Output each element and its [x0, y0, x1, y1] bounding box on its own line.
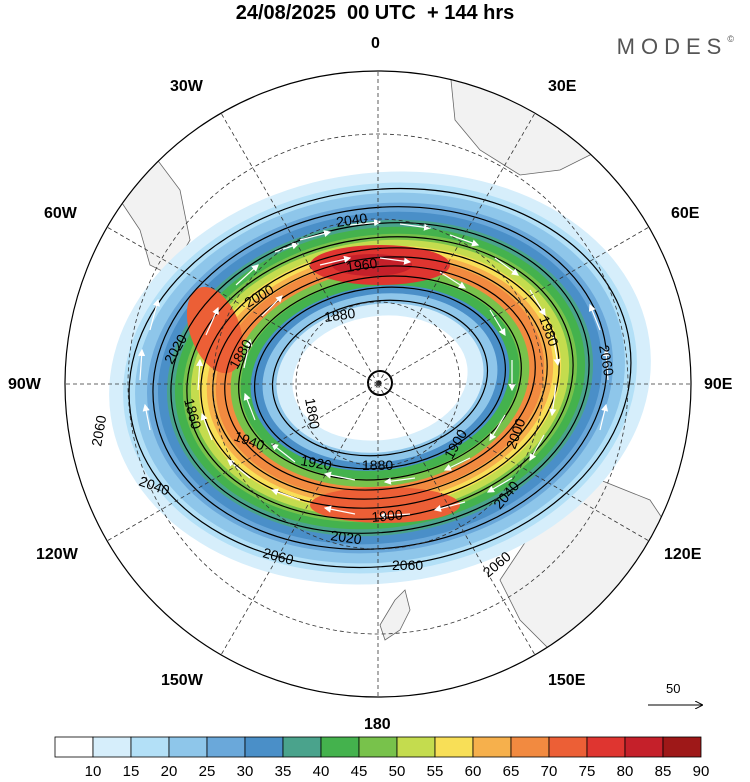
colorbar-swatch — [206, 736, 246, 758]
colorbar-swatch — [662, 736, 702, 758]
map-boundary — [64, 70, 692, 698]
lon-label-30w: 30W — [170, 78, 203, 95]
colorbar-tick-label: 15 — [123, 763, 140, 780]
contour-label: 2060 — [392, 557, 423, 573]
colorbar-swatch — [396, 736, 436, 758]
contour-label: 1880 — [362, 457, 393, 473]
colorbar-tick-label: 85 — [655, 763, 672, 780]
colorbar-swatch — [472, 736, 512, 758]
colorbar-tick-label: 90 — [693, 763, 710, 780]
colorbar-tick-label: 25 — [199, 763, 216, 780]
colorbar-swatch — [282, 736, 322, 758]
reference-vector-value: 50 — [666, 681, 680, 696]
colorbar-tick-label: 30 — [237, 763, 254, 780]
colorbar-swatch — [586, 736, 626, 758]
map-title: 24/08/2025 00 UTC + 144 hrs — [235, 2, 515, 24]
brand-name: MODES — [616, 34, 728, 59]
contour-label: 1860 — [302, 397, 323, 431]
colorbar-tick-label: 45 — [351, 763, 368, 780]
colorbar-swatch — [244, 736, 284, 758]
colorbar-tick-label: 60 — [465, 763, 482, 780]
lon-label-60e: 60E — [671, 205, 700, 222]
jet-max-south — [310, 487, 460, 523]
colorbar-swatch — [548, 736, 588, 758]
colorbar-tick-label: 35 — [275, 763, 292, 780]
jet-max-west — [186, 286, 244, 374]
colorbar-tick-label: 10 — [85, 763, 102, 780]
contour-label: 1860 — [181, 397, 205, 431]
colorbar-swatch — [434, 736, 474, 758]
lon-label-180: 180 — [364, 716, 391, 733]
shade-core — [292, 315, 468, 441]
modes-logo: MODES© — [617, 34, 734, 60]
wind-vectors — [138, 219, 610, 520]
colorbar-tick-label: 40 — [313, 763, 330, 780]
contour-label: 1880 — [323, 305, 356, 325]
lon-label-90e: 90E — [704, 376, 733, 393]
lon-label-120e: 120E — [664, 546, 702, 563]
lon-label-90w: 90W — [8, 376, 41, 393]
colorbar-swatch — [168, 736, 208, 758]
graticule — [65, 71, 691, 697]
lon-label-150w: 150W — [161, 672, 203, 689]
colorbar-swatch — [54, 736, 94, 758]
lon-label-60w: 60W — [44, 205, 77, 222]
contour-label: 1920 — [299, 452, 333, 473]
contour-label: 1960 — [345, 255, 378, 275]
new-zealand-land — [379, 589, 411, 641]
contour-label: 2020 — [330, 527, 363, 547]
colorbar-swatch — [358, 736, 398, 758]
contour-label: 2060 — [88, 414, 109, 448]
colorbar-tick-label: 70 — [541, 763, 558, 780]
colorbar-tick-label: 20 — [161, 763, 178, 780]
colorbar-tick-label: 50 — [389, 763, 406, 780]
colorbar-swatch — [92, 736, 132, 758]
lon-label-150e: 150E — [548, 672, 586, 689]
lon-label-120w: 120W — [36, 546, 78, 563]
contour-label: 2040 — [335, 210, 368, 230]
contour-label: 1900 — [371, 506, 404, 525]
polar-low-contour — [367, 370, 393, 396]
colorbar-tick-label: 65 — [503, 763, 520, 780]
colorbar-swatch — [320, 736, 360, 758]
lon-label-30e: 30E — [548, 78, 577, 95]
colorbar-tick-label: 75 — [579, 763, 596, 780]
colorbar-swatch — [130, 736, 170, 758]
reference-vector: 50 — [648, 681, 702, 705]
colorbar-tick-label: 80 — [617, 763, 634, 780]
colorbar-swatch — [624, 736, 664, 758]
contour-label: 2060 — [596, 344, 617, 378]
colorbar-tick-label: 55 — [427, 763, 444, 780]
lon-label-0: 0 — [371, 35, 380, 52]
colorbar: 10 15 20 25 30 35 40 45 50 55 60 65 70 75 80 85 90 — [54, 736, 710, 780]
contour-label: 2060 — [261, 544, 295, 568]
colorbar-swatch — [510, 736, 550, 758]
height-contours — [128, 187, 632, 569]
copyright-mark: © — [727, 34, 734, 44]
